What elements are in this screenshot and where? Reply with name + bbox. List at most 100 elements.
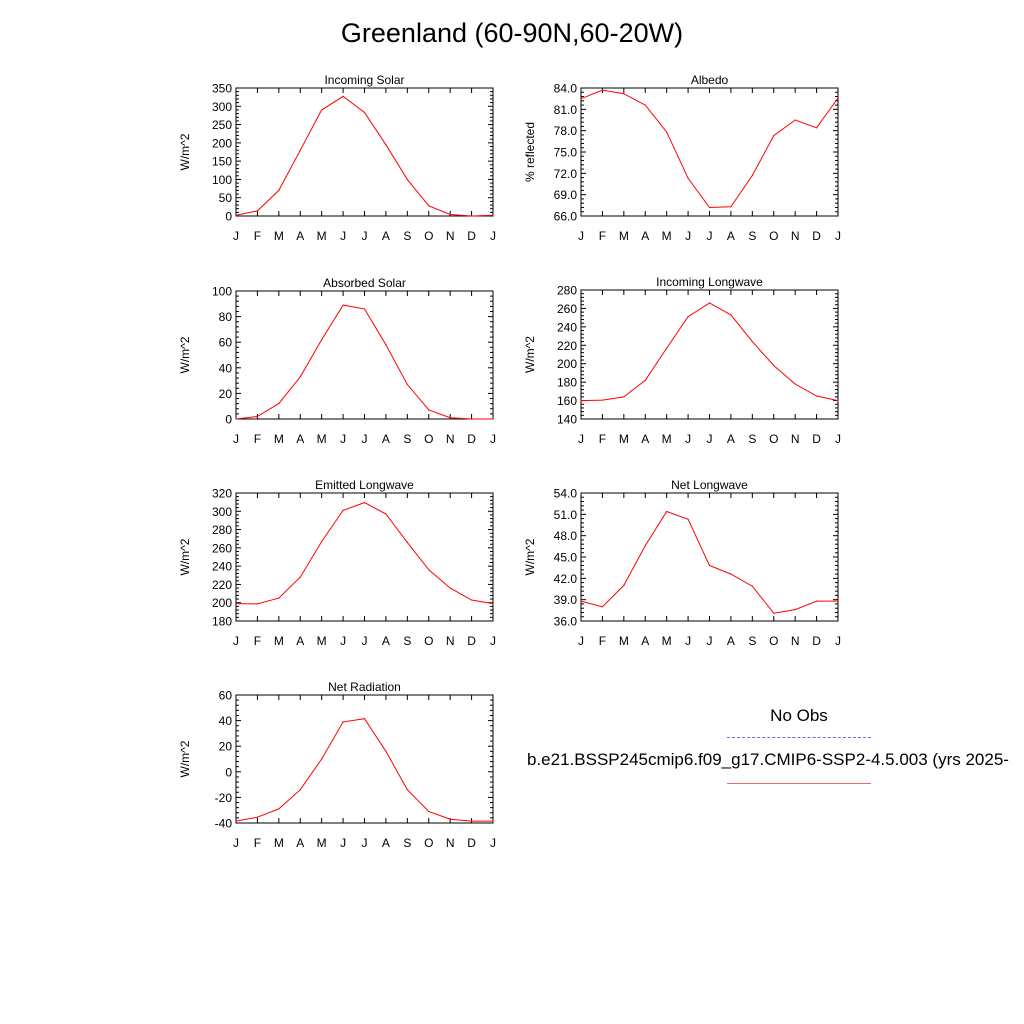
y-tick-label: 0 bbox=[225, 413, 232, 427]
x-tick-label: N bbox=[446, 836, 455, 850]
data-point bbox=[449, 587, 451, 589]
data-point bbox=[815, 127, 818, 129]
x-tick-label: J bbox=[578, 432, 584, 446]
legend-obs-line bbox=[727, 737, 871, 738]
data-point bbox=[601, 606, 604, 608]
x-tick-label: F bbox=[599, 634, 606, 648]
data-point bbox=[256, 210, 259, 212]
x-tick-label: M bbox=[619, 229, 629, 243]
data-point bbox=[428, 810, 430, 813]
y-tick-label: -20 bbox=[215, 791, 233, 805]
data-point bbox=[580, 98, 582, 100]
x-tick-label: J bbox=[362, 634, 368, 648]
x-tick-label: D bbox=[812, 634, 821, 648]
data-point bbox=[342, 509, 344, 511]
data-point bbox=[321, 109, 323, 111]
x-tick-label: D bbox=[812, 229, 821, 243]
y-tick-label: 51.0 bbox=[554, 508, 578, 522]
data-point bbox=[278, 808, 280, 810]
x-tick-label: N bbox=[446, 634, 455, 648]
x-tick-label: J bbox=[835, 634, 841, 648]
y-tick-label: 45.0 bbox=[554, 551, 578, 565]
series-line bbox=[580, 302, 839, 402]
x-tick-label: S bbox=[748, 432, 756, 446]
x-tick-label: J bbox=[362, 432, 368, 446]
data-point bbox=[428, 205, 430, 207]
page-title: Greenland (60-90N,60-20W) bbox=[340, 18, 684, 48]
data-point bbox=[449, 213, 451, 216]
y-tick-label: 80 bbox=[219, 310, 233, 324]
x-tick-label: J bbox=[340, 634, 346, 648]
x-tick-label: A bbox=[641, 432, 649, 446]
y-tick-label: 60 bbox=[219, 336, 233, 350]
y-tick-label: 84.0 bbox=[554, 82, 578, 96]
data-point bbox=[299, 149, 301, 151]
y-tick-label: 60 bbox=[219, 689, 233, 703]
data-point bbox=[666, 510, 668, 513]
x-tick-label: S bbox=[403, 836, 411, 850]
data-point bbox=[492, 214, 494, 216]
data-point bbox=[815, 600, 818, 602]
data-point bbox=[321, 339, 323, 341]
data-point bbox=[708, 302, 711, 304]
y-axis-label: W/m^2 bbox=[178, 740, 192, 777]
x-tick-label: J bbox=[233, 229, 239, 243]
x-tick-label: M bbox=[662, 229, 672, 243]
x-tick-label: M bbox=[619, 432, 629, 446]
x-tick-label: A bbox=[641, 634, 649, 648]
data-point bbox=[449, 818, 451, 820]
y-tick-label: 78.0 bbox=[554, 124, 578, 138]
chart-title: Emitted Longwave bbox=[315, 478, 414, 492]
y-tick-label: 350 bbox=[212, 82, 232, 96]
data-point bbox=[406, 383, 408, 386]
data-point bbox=[342, 721, 344, 723]
data-point bbox=[492, 418, 494, 420]
x-tick-label: A bbox=[727, 634, 735, 648]
x-tick-label: A bbox=[296, 634, 304, 648]
x-tick-label: N bbox=[791, 229, 800, 243]
x-tick-label: J bbox=[578, 634, 584, 648]
plot-frame bbox=[580, 289, 839, 420]
legend-obs-label: No Obs bbox=[770, 706, 828, 725]
data-point bbox=[342, 304, 344, 306]
x-tick-label: A bbox=[641, 229, 649, 243]
data-point bbox=[837, 97, 839, 99]
data-point bbox=[321, 540, 323, 543]
x-tick-label: J bbox=[685, 634, 691, 648]
y-axis-label: % reflected bbox=[523, 122, 537, 182]
series-line bbox=[235, 718, 493, 822]
x-tick-label: D bbox=[812, 432, 821, 446]
y-tick-label: 220 bbox=[557, 339, 577, 353]
x-tick-label: J bbox=[362, 836, 368, 850]
x-tick-label: O bbox=[424, 229, 433, 243]
data-point bbox=[666, 347, 668, 349]
y-tick-label: 72.0 bbox=[554, 167, 578, 181]
data-point bbox=[235, 214, 237, 216]
y-tick-label: 40 bbox=[219, 714, 233, 728]
data-point bbox=[385, 344, 387, 346]
data-point bbox=[794, 609, 796, 611]
plot-frame bbox=[580, 492, 839, 622]
x-tick-label: A bbox=[296, 432, 304, 446]
plot-frame bbox=[580, 87, 839, 217]
series-line bbox=[580, 89, 839, 209]
data-point bbox=[492, 820, 494, 822]
y-tick-label: 100 bbox=[212, 173, 232, 187]
data-point bbox=[623, 584, 625, 587]
data-point bbox=[299, 789, 301, 791]
x-tick-label: J bbox=[233, 432, 239, 446]
series-line bbox=[235, 304, 493, 420]
data-point bbox=[470, 418, 473, 420]
data-point bbox=[299, 376, 301, 378]
data-point bbox=[428, 409, 430, 411]
y-tick-label: 200 bbox=[212, 596, 232, 610]
x-tick-label: J bbox=[362, 229, 368, 243]
data-point bbox=[235, 603, 237, 605]
data-point bbox=[580, 399, 582, 402]
data-point bbox=[644, 379, 646, 381]
data-point bbox=[299, 576, 301, 578]
data-point bbox=[773, 364, 775, 367]
data-point bbox=[601, 89, 604, 91]
x-tick-label: D bbox=[467, 432, 476, 446]
